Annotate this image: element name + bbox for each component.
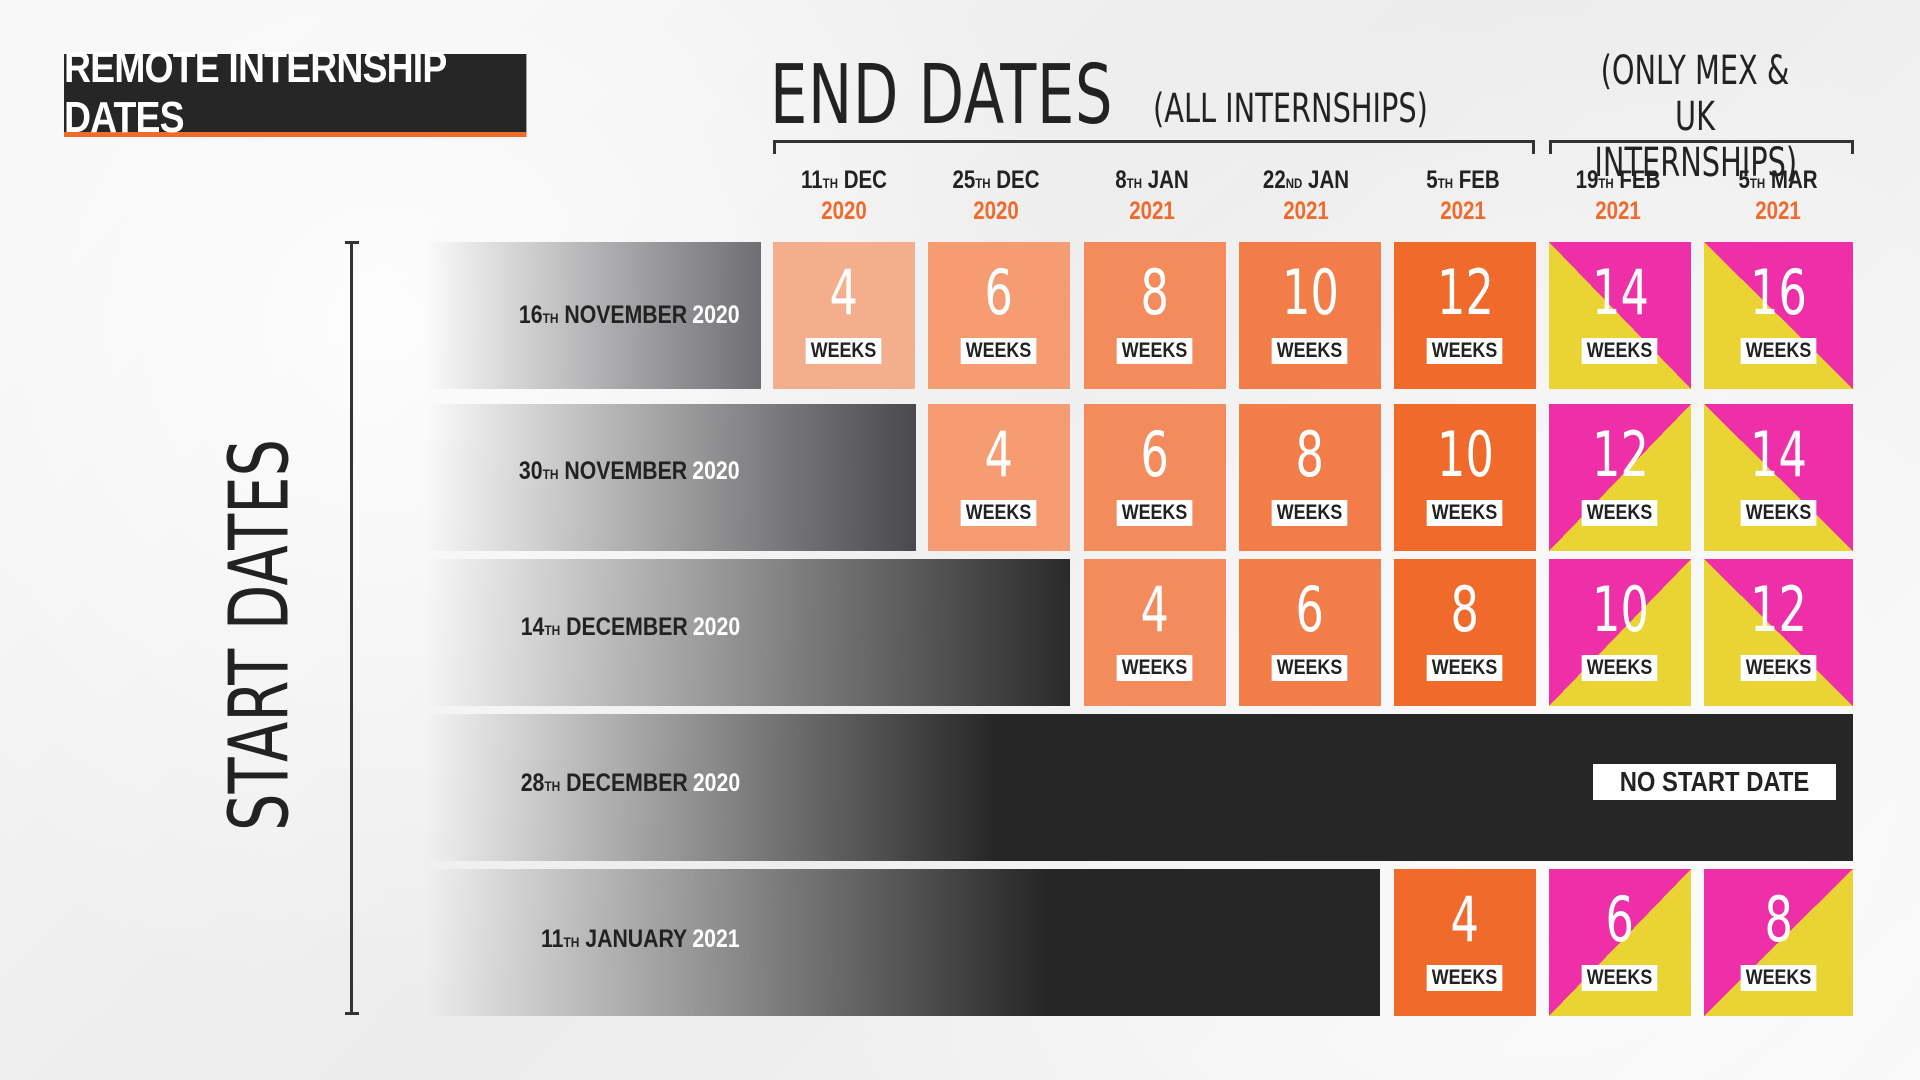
cell-r2-c5: 10 WEEKS (1394, 404, 1536, 551)
cell-r2-c6: 12 WEEKS (1549, 404, 1691, 551)
row-label-3: 14TH DECEMBER 2020 (520, 613, 740, 641)
cell-r1-c7: 16 WEEKS (1704, 242, 1853, 389)
row-bar-5 (425, 869, 1380, 1016)
cell-r1-c1: 4 WEEKS (773, 242, 915, 389)
page-title: REMOTE INTERNSHIP DATES (64, 43, 447, 142)
cell-r2-c7: 14 WEEKS (1704, 404, 1853, 551)
end-dates-heading: END DATES (770, 48, 1114, 143)
all-internships-bracket (773, 140, 1535, 154)
mex-uk-bracket (1549, 140, 1854, 154)
col-head-3: 8TH JAN 2021 (1115, 166, 1189, 225)
cell-r5-c6: 6 WEEKS (1549, 869, 1691, 1016)
cell-r3-c6: 10 WEEKS (1549, 559, 1691, 706)
cell-r3-c5: 8 WEEKS (1394, 559, 1536, 706)
row-bar-1 (425, 242, 761, 389)
start-dates-heading: START DATES (212, 439, 308, 831)
no-start-date-badge: NO START DATE (1593, 764, 1836, 800)
col-head-4: 22ND JAN 2021 (1262, 166, 1350, 225)
col-head-7: 5TH MAR 2021 (1738, 166, 1818, 225)
cell-r2-c2: 4 WEEKS (928, 404, 1070, 551)
cell-r5-c5: 4 WEEKS (1394, 869, 1536, 1016)
cell-r5-c7: 8 WEEKS (1704, 869, 1853, 1016)
cell-r1-c4: 10 WEEKS (1239, 242, 1381, 389)
mex-uk-note-line2: INTERNSHIPS) (1594, 140, 1798, 186)
all-internships-note: (ALL INTERNSHIPS) (1153, 86, 1428, 132)
cell-r3-c7: 12 WEEKS (1704, 559, 1853, 706)
start-dates-bracket (345, 241, 359, 1015)
cell-r3-c4: 6 WEEKS (1239, 559, 1381, 706)
cell-r2-c4: 8 WEEKS (1239, 404, 1381, 551)
row-label-5: 11TH JANUARY 2021 (541, 925, 740, 953)
row-bar-2 (425, 404, 916, 551)
col-head-2: 25TH DEC 2020 (952, 166, 1040, 225)
mex-uk-note-line1: (ONLY MEX & UK (1600, 48, 1790, 140)
cell-r1-c2: 6 WEEKS (928, 242, 1070, 389)
col-head-5: 5TH FEB 2021 (1426, 166, 1500, 225)
col-head-1: 11TH DEC 2020 (801, 166, 887, 225)
cell-r3-c3: 4 WEEKS (1084, 559, 1226, 706)
cell-r1-c3: 8 WEEKS (1084, 242, 1226, 389)
mex-uk-note: (ONLY MEX & UK INTERNSHIPS) (1555, 48, 1835, 186)
cell-r1-c5: 12 WEEKS (1394, 242, 1536, 389)
col-head-6: 19TH FEB 2021 (1575, 166, 1661, 225)
cell-r2-c3: 6 WEEKS (1084, 404, 1226, 551)
row-label-1: 16TH NOVEMBER 2020 (519, 301, 740, 329)
row-label-2: 30TH NOVEMBER 2020 (519, 457, 740, 485)
row-bar-3 (425, 559, 1070, 706)
title-badge: REMOTE INTERNSHIP DATES (64, 43, 527, 142)
cell-r1-c6: 14 WEEKS (1549, 242, 1691, 389)
row-label-4: 28TH DECEMBER 2020 (520, 769, 740, 797)
